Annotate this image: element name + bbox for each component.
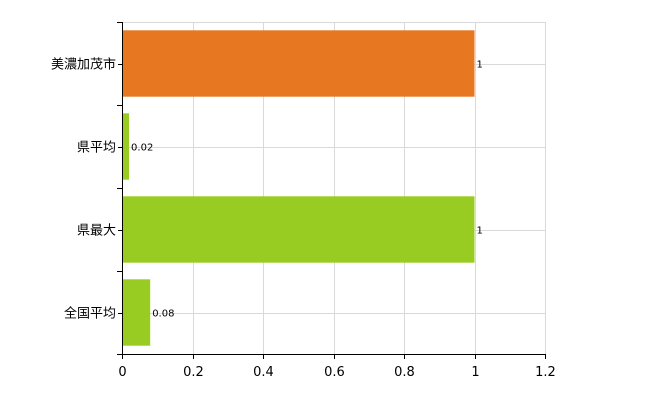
data-label: 0.02 bbox=[131, 143, 153, 154]
category-label: 県平均 bbox=[77, 141, 116, 156]
x-tick-label: 1.2 bbox=[535, 365, 556, 380]
data-label: 1 bbox=[477, 60, 483, 71]
bar bbox=[123, 196, 475, 263]
x-tick-label: 0.2 bbox=[183, 365, 204, 380]
labels: 1 0.02 1 0.08 0 0.2 0.4 0.6 0.8 1 1.2 美濃加茂市県平均県最大全国… bbox=[51, 57, 556, 381]
x-tick-label: 0.6 bbox=[324, 365, 345, 380]
bar bbox=[123, 30, 475, 97]
x-tick-label: 0.4 bbox=[253, 365, 274, 380]
data-label: 0.08 bbox=[152, 309, 174, 320]
data-label: 1 bbox=[477, 226, 483, 237]
category-label: 全国平均 bbox=[64, 306, 116, 322]
bar bbox=[123, 113, 130, 180]
category-label: 県最大 bbox=[77, 224, 116, 239]
category-label: 美濃加茂市 bbox=[51, 57, 116, 73]
x-tick-label: 1 bbox=[471, 365, 479, 380]
bar bbox=[123, 279, 151, 346]
x-tick-label: 0.8 bbox=[394, 365, 415, 380]
axes bbox=[117, 22, 546, 359]
bars bbox=[123, 30, 475, 346]
x-tick-label: 0 bbox=[118, 365, 126, 380]
